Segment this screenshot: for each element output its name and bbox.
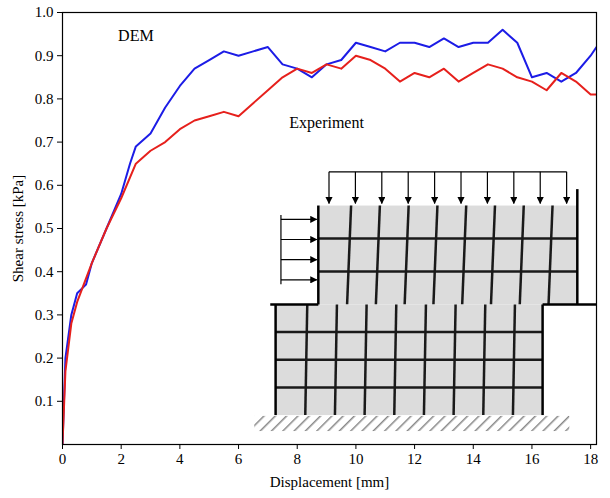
svg-text:16: 16 — [524, 451, 540, 467]
svg-text:0.6: 0.6 — [35, 177, 54, 193]
svg-text:6: 6 — [235, 451, 243, 467]
svg-text:12: 12 — [407, 451, 422, 467]
svg-text:0: 0 — [59, 451, 67, 467]
svg-text:14: 14 — [466, 451, 482, 467]
svg-text:Shear stress [kPa]: Shear stress [kPa] — [10, 175, 26, 282]
svg-text:Experiment: Experiment — [289, 114, 364, 132]
svg-text:0.4: 0.4 — [35, 264, 54, 280]
svg-text:0.7: 0.7 — [35, 134, 54, 150]
svg-text:2: 2 — [117, 451, 125, 467]
svg-text:0.2: 0.2 — [35, 350, 54, 366]
svg-text:0.3: 0.3 — [35, 307, 54, 323]
svg-text:DEM: DEM — [118, 27, 154, 44]
svg-text:8: 8 — [293, 451, 301, 467]
svg-text:0.8: 0.8 — [35, 91, 54, 107]
svg-text:0.5: 0.5 — [35, 220, 54, 236]
svg-text:10: 10 — [348, 451, 363, 467]
svg-text:4: 4 — [176, 451, 184, 467]
svg-text:0.1: 0.1 — [35, 393, 54, 409]
svg-text:0.9: 0.9 — [35, 48, 54, 64]
svg-text:1.0: 1.0 — [35, 4, 54, 20]
svg-text:18: 18 — [583, 451, 598, 467]
svg-text:Displacement [mm]: Displacement [mm] — [270, 474, 390, 490]
